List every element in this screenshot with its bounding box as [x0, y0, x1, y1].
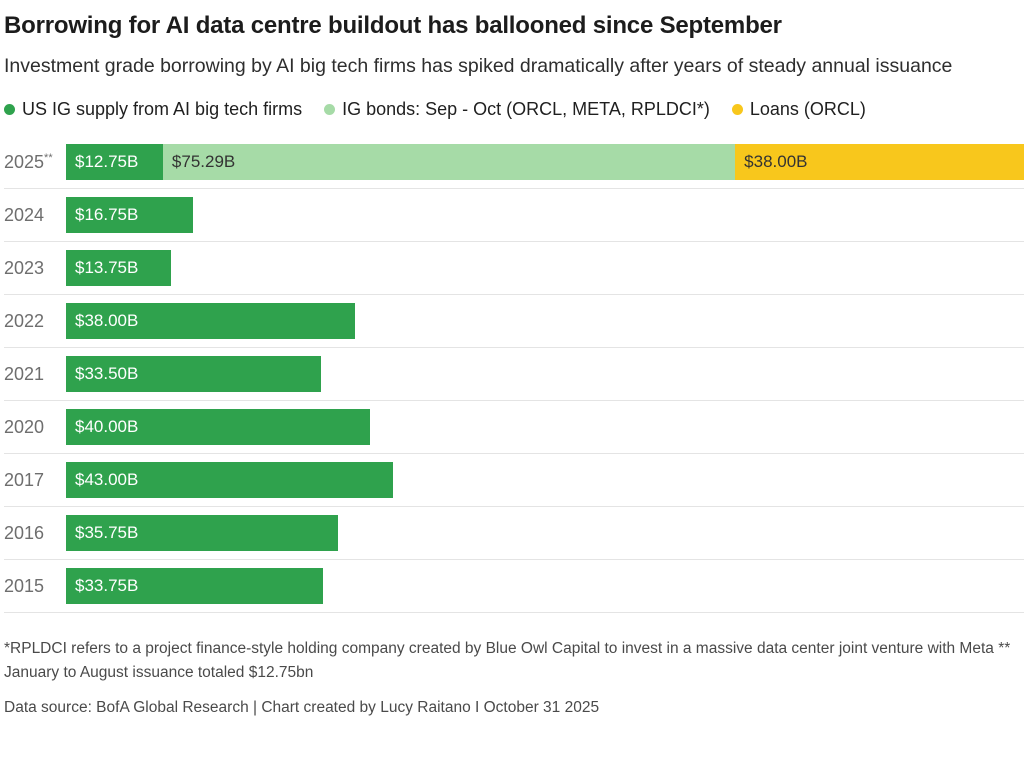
chart-page: Borrowing for AI data centre buildout ha…: [4, 12, 1024, 717]
year-label: 2022: [4, 310, 45, 331]
bar-track: $35.75B: [66, 515, 1024, 552]
legend-label: US IG supply from AI big tech firms: [22, 99, 303, 120]
bar-value-label: $38.00B: [744, 152, 808, 172]
year-label: 2020: [4, 416, 45, 437]
legend-dot-icon: [324, 104, 336, 116]
bar-value-label: $38.00B: [75, 311, 139, 331]
year-label: 2016: [4, 522, 45, 543]
year-label: 2025**: [4, 151, 53, 172]
bar-chart: 2025** $12.75B $75.29B $38.00B 2024 $16.75B 20…: [4, 136, 1024, 614]
year-label: 2024: [4, 204, 45, 225]
bar-track: $13.75B: [66, 250, 1024, 287]
bar-row-2022: 2022 $38.00B: [4, 295, 1024, 349]
bar-segment-ig_supply: $33.75B: [66, 568, 323, 605]
bar-segment-ig_bonds: $75.29B: [162, 144, 736, 181]
bar-row-2025: 2025** $12.75B $75.29B $38.00B: [4, 136, 1024, 190]
legend-dot-icon: [4, 104, 15, 116]
bar-segment-loans: $38.00B: [735, 144, 1024, 181]
bar-row-2024: 2024 $16.75B: [4, 189, 1024, 243]
bar-value-label: $75.29B: [171, 152, 236, 172]
bar-value-label: $16.75B: [75, 205, 139, 225]
bar-value-label: $40.00B: [75, 417, 139, 437]
bar-row-2015: 2015 $33.75B: [4, 560, 1024, 614]
year-label-suffix: **: [44, 151, 53, 164]
source-line: Data source: BofA Global Research | Char…: [4, 699, 600, 717]
bar-row-2016: 2016 $35.75B: [4, 507, 1024, 561]
bar-track: $40.00B: [66, 409, 1024, 446]
bar-segment-ig_supply: $40.00B: [66, 409, 371, 446]
bar-segment-ig_supply: $16.75B: [66, 197, 194, 234]
bar-track: $12.75B $75.29B $38.00B: [66, 144, 1024, 181]
bar-segment-ig_supply: $13.75B: [66, 250, 171, 287]
bar-segment-ig_supply: $33.50B: [66, 356, 321, 393]
year-label: 2017: [4, 469, 45, 490]
chart-title: Borrowing for AI data centre buildout ha…: [4, 12, 782, 39]
bar-value-label: $33.75B: [75, 576, 139, 596]
bar-track: $33.50B: [66, 356, 1024, 393]
bar-track: $38.00B: [66, 303, 1024, 340]
legend-dot-icon: [731, 104, 743, 116]
footnote: *RPLDCI refers to a project finance-styl…: [4, 640, 1011, 682]
bar-row-2021: 2021 $33.50B: [4, 348, 1024, 402]
legend-label: Loans (ORCL): [749, 99, 866, 120]
bar-value-label: $43.00B: [75, 470, 139, 490]
bar-segment-ig_supply: $38.00B: [66, 303, 355, 340]
bar-row-2020: 2020 $40.00B: [4, 401, 1024, 455]
bar-value-label: $12.75B: [75, 152, 139, 172]
bar-value-label: $13.75B: [75, 258, 139, 278]
legend: US IG supply from AI big tech firms IG bo…: [4, 99, 1024, 120]
bar-track: $16.75B: [66, 197, 1024, 234]
bar-segment-ig_supply: $12.75B: [66, 144, 163, 181]
year-label: 2015: [4, 575, 45, 596]
bar-segment-ig_supply: $35.75B: [66, 515, 338, 552]
bar-value-label: $33.50B: [75, 364, 139, 384]
legend-item-ig_supply: US IG supply from AI big tech firms: [4, 99, 302, 120]
year-label: 2023: [4, 257, 45, 278]
bar-value-label: $35.75B: [75, 523, 139, 543]
bar-segment-ig_supply: $43.00B: [66, 462, 393, 499]
bar-track: $33.75B: [66, 568, 1024, 605]
year-label: 2021: [4, 363, 45, 384]
bar-row-2023: 2023 $13.75B: [4, 242, 1024, 296]
legend-item-loans: Loans (ORCL): [731, 99, 866, 120]
bar-track: $43.00B: [66, 462, 1024, 499]
legend-item-ig_bonds: IG bonds: Sep - Oct (ORCL, META, RPLDCI*…: [324, 99, 710, 120]
chart-subtitle: Investment grade borrowing by AI big tec…: [4, 55, 953, 77]
legend-label: IG bonds: Sep - Oct (ORCL, META, RPLDCI*…: [342, 99, 710, 120]
bar-row-2017: 2017 $43.00B: [4, 454, 1024, 508]
